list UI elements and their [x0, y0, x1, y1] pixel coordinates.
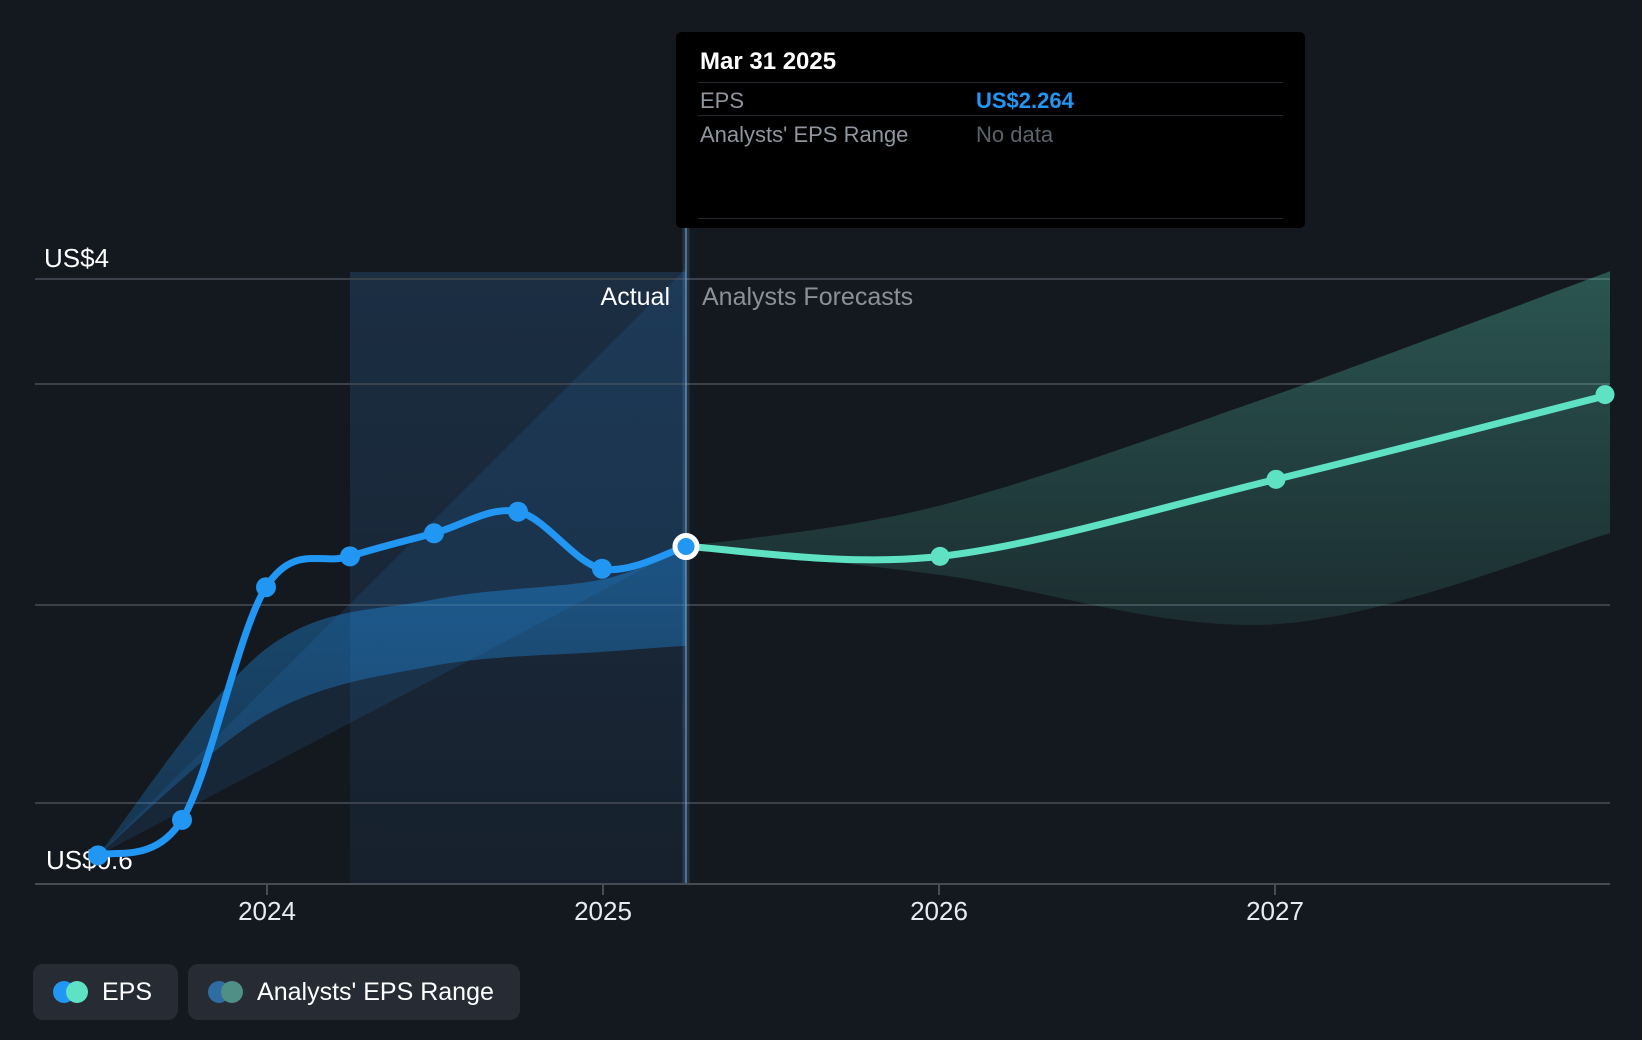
eps-teal-dot-icon: [66, 981, 88, 1003]
x-axis-label-2025: 2025: [574, 896, 632, 926]
tooltip-eps-value: US$2.264: [976, 88, 1074, 113]
past-year-highlight-band: [350, 272, 686, 884]
forecast-range-band: [686, 271, 1610, 625]
legend-item-label: Analysts' EPS Range: [257, 977, 494, 1006]
gridlines: [35, 278, 1610, 804]
eps-forecast-point[interactable]: [930, 546, 950, 566]
eps-actual-point[interactable]: [256, 577, 276, 598]
eps-actual-point[interactable]: [424, 523, 444, 544]
x-axis-label-2026: 2026: [910, 896, 968, 926]
tooltip-range-value: No data: [976, 122, 1054, 147]
eps-lines: [94, 391, 1614, 859]
eps-actual-point[interactable]: [172, 809, 192, 830]
x-axis: [35, 883, 1610, 895]
forecast-zone-label: Analysts Forecasts: [702, 283, 914, 311]
eps-forecast-point[interactable]: [1266, 469, 1286, 489]
legend-item-label: EPS: [102, 977, 153, 1006]
range-teal-dot-icon: [221, 981, 244, 1003]
actual-range-band: [98, 546, 686, 856]
x-axis-label-2027: 2027: [1246, 896, 1304, 926]
y-axis-label-bottom: US$0.6: [46, 845, 133, 875]
actual-range-wedge-shape: [98, 268, 686, 856]
y-axis-label-top: US$4: [44, 243, 110, 273]
tooltip-eps-label: EPS: [700, 88, 745, 113]
current-eps-point[interactable]: [672, 533, 700, 561]
actual-range-wedge: [98, 268, 686, 856]
tooltip-range-label: Analysts' EPS Range: [700, 122, 909, 147]
eps-actual-point[interactable]: [340, 546, 360, 567]
x-axis-label-2024: 2024: [238, 896, 296, 926]
tooltip: Mar 31 2025 EPS US$2.264 Analysts' EPS R…: [676, 32, 1305, 228]
tooltip-divider: [698, 82, 1283, 83]
legend: EPS Analysts' EPS Range: [33, 964, 520, 1020]
actual-zone-label: Actual: [600, 283, 670, 311]
analyst-range-bands: [98, 271, 1610, 856]
tooltip-divider: [698, 218, 1283, 219]
eps-actual-point[interactable]: [592, 558, 612, 579]
tooltip-divider: [698, 115, 1283, 116]
data-points: [88, 385, 1615, 866]
eps-actual-point[interactable]: [508, 501, 528, 522]
legend-item-eps[interactable]: EPS: [33, 964, 179, 1020]
eps-forecast-line: [682, 391, 1614, 564]
eps-actual-line: [94, 507, 690, 859]
legend-item-analysts-eps-range[interactable]: Analysts' EPS Range: [188, 964, 520, 1020]
eps-forecast-point[interactable]: [1595, 385, 1615, 405]
tooltip-date: Mar 31 2025: [700, 48, 837, 75]
